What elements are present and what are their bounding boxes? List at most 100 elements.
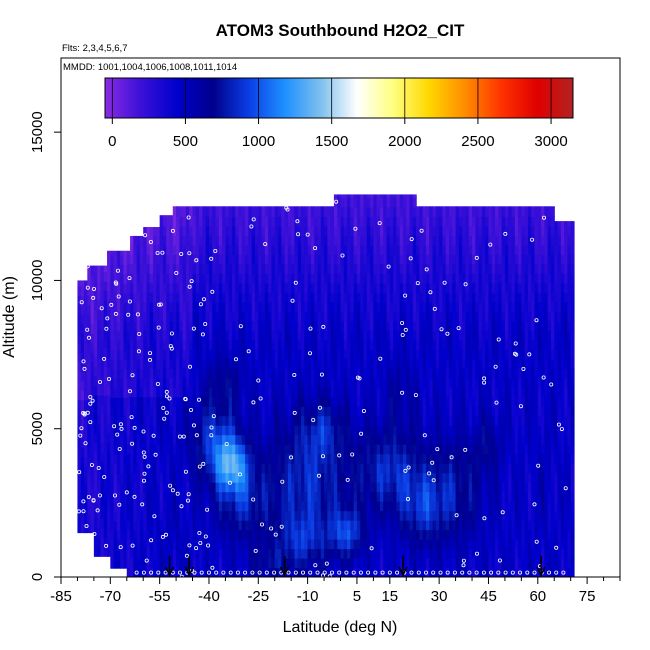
heatmap-cell bbox=[235, 330, 240, 341]
heatmap-cell bbox=[389, 377, 394, 388]
heatmap-cell bbox=[370, 501, 374, 512]
heatmap-cell bbox=[399, 539, 404, 550]
heatmap-cell bbox=[468, 292, 473, 303]
heatmap-cell bbox=[205, 235, 210, 246]
heatmap-cell bbox=[297, 520, 302, 531]
heatmap-cell bbox=[488, 434, 493, 445]
heatmap-cell bbox=[107, 508, 111, 519]
heatmap-cell bbox=[218, 254, 223, 265]
heatmap-cell bbox=[333, 330, 338, 341]
heatmap-cell bbox=[310, 567, 315, 577]
heatmap-cell bbox=[396, 244, 401, 255]
heatmap-cell bbox=[133, 444, 138, 455]
heatmap-cell bbox=[248, 520, 253, 531]
heatmap-cell bbox=[278, 539, 282, 550]
heatmap-cell bbox=[353, 235, 358, 246]
heatmap-cell bbox=[343, 482, 348, 493]
heatmap-cell bbox=[396, 510, 401, 521]
heatmap-cell bbox=[350, 529, 355, 540]
heatmap-cell bbox=[241, 444, 246, 455]
heatmap-cell bbox=[495, 491, 499, 502]
heatmap-cell bbox=[176, 491, 180, 502]
heatmap-cell bbox=[406, 387, 411, 398]
heatmap-cell bbox=[376, 425, 381, 436]
heatmap-cell bbox=[356, 254, 361, 265]
heatmap-cell bbox=[130, 453, 134, 464]
heatmap-cell bbox=[274, 567, 279, 577]
heatmap-cell bbox=[274, 387, 279, 398]
heatmap-cell bbox=[284, 225, 289, 236]
heatmap-cell bbox=[251, 206, 256, 217]
heatmap-cell bbox=[396, 387, 401, 398]
heatmap-cell bbox=[360, 254, 365, 265]
heatmap-cell bbox=[432, 377, 437, 388]
heatmap-cell bbox=[208, 358, 213, 369]
heatmap-cell bbox=[468, 358, 473, 369]
heatmap-cell bbox=[307, 387, 312, 398]
heatmap-cell bbox=[156, 235, 161, 246]
heatmap-cell bbox=[291, 387, 296, 398]
heatmap-cell bbox=[255, 491, 259, 502]
heatmap-cell bbox=[245, 282, 250, 293]
heatmap-cell bbox=[218, 558, 223, 569]
heatmap-cell bbox=[452, 377, 457, 388]
heatmap-cell bbox=[123, 454, 128, 465]
heatmap-cell bbox=[458, 273, 463, 284]
heatmap-cell bbox=[297, 320, 302, 331]
heatmap-cell bbox=[445, 244, 450, 255]
heatmap-cell bbox=[248, 548, 253, 559]
heatmap-cell bbox=[383, 194, 388, 198]
heatmap-cell bbox=[347, 482, 351, 493]
heatmap-cell bbox=[491, 510, 496, 521]
heatmap-cell bbox=[376, 235, 381, 246]
heatmap-cell bbox=[182, 349, 187, 360]
heatmap-cell bbox=[327, 539, 332, 550]
heatmap-cell bbox=[189, 320, 194, 331]
heatmap-cell bbox=[149, 472, 154, 483]
heatmap-cell bbox=[363, 396, 368, 407]
heatmap-cell bbox=[307, 491, 312, 502]
heatmap-cell bbox=[278, 510, 282, 521]
heatmap-cell bbox=[347, 358, 351, 369]
heatmap-cell bbox=[412, 482, 417, 493]
heatmap-cell bbox=[120, 435, 125, 446]
heatmap-cell bbox=[162, 434, 167, 445]
heatmap-cell bbox=[356, 434, 361, 445]
heatmap-cell bbox=[287, 415, 292, 426]
heatmap-cell bbox=[278, 434, 282, 445]
heatmap-cell bbox=[485, 301, 490, 312]
heatmap-cell bbox=[363, 444, 368, 455]
heatmap-cell bbox=[143, 368, 148, 379]
heatmap-cell bbox=[271, 558, 276, 569]
heatmap-cell bbox=[425, 377, 430, 388]
heatmap-cell bbox=[455, 529, 460, 540]
heatmap-cell bbox=[475, 244, 480, 255]
heatmap-cell bbox=[481, 282, 486, 293]
heatmap-cell bbox=[409, 558, 414, 569]
heatmap-cell bbox=[202, 529, 207, 540]
heatmap-cell bbox=[133, 434, 138, 445]
heatmap-cell bbox=[291, 491, 296, 502]
heatmap-cell bbox=[442, 539, 447, 550]
heatmap-cell bbox=[340, 194, 345, 198]
heatmap-cell bbox=[468, 235, 473, 246]
heatmap-cell bbox=[284, 206, 289, 217]
heatmap-cell bbox=[465, 301, 470, 312]
heatmap-cell bbox=[146, 235, 151, 246]
heatmap-cell bbox=[225, 415, 230, 426]
heatmap-cell bbox=[107, 470, 111, 481]
heatmap-cell bbox=[320, 254, 325, 265]
heatmap-cell bbox=[192, 415, 197, 426]
heatmap-cell bbox=[356, 225, 361, 236]
heatmap-cell bbox=[353, 558, 358, 569]
heatmap-cell bbox=[432, 396, 437, 407]
heatmap-cell bbox=[337, 292, 342, 303]
heatmap-cell bbox=[185, 349, 190, 360]
heatmap-cell bbox=[199, 292, 203, 303]
heatmap-cell bbox=[199, 368, 203, 379]
heatmap-cell bbox=[488, 377, 493, 388]
heatmap-cell bbox=[228, 425, 233, 436]
heatmap-cell bbox=[241, 520, 246, 531]
heatmap-cell bbox=[432, 263, 437, 274]
heatmap-cell bbox=[429, 548, 434, 559]
